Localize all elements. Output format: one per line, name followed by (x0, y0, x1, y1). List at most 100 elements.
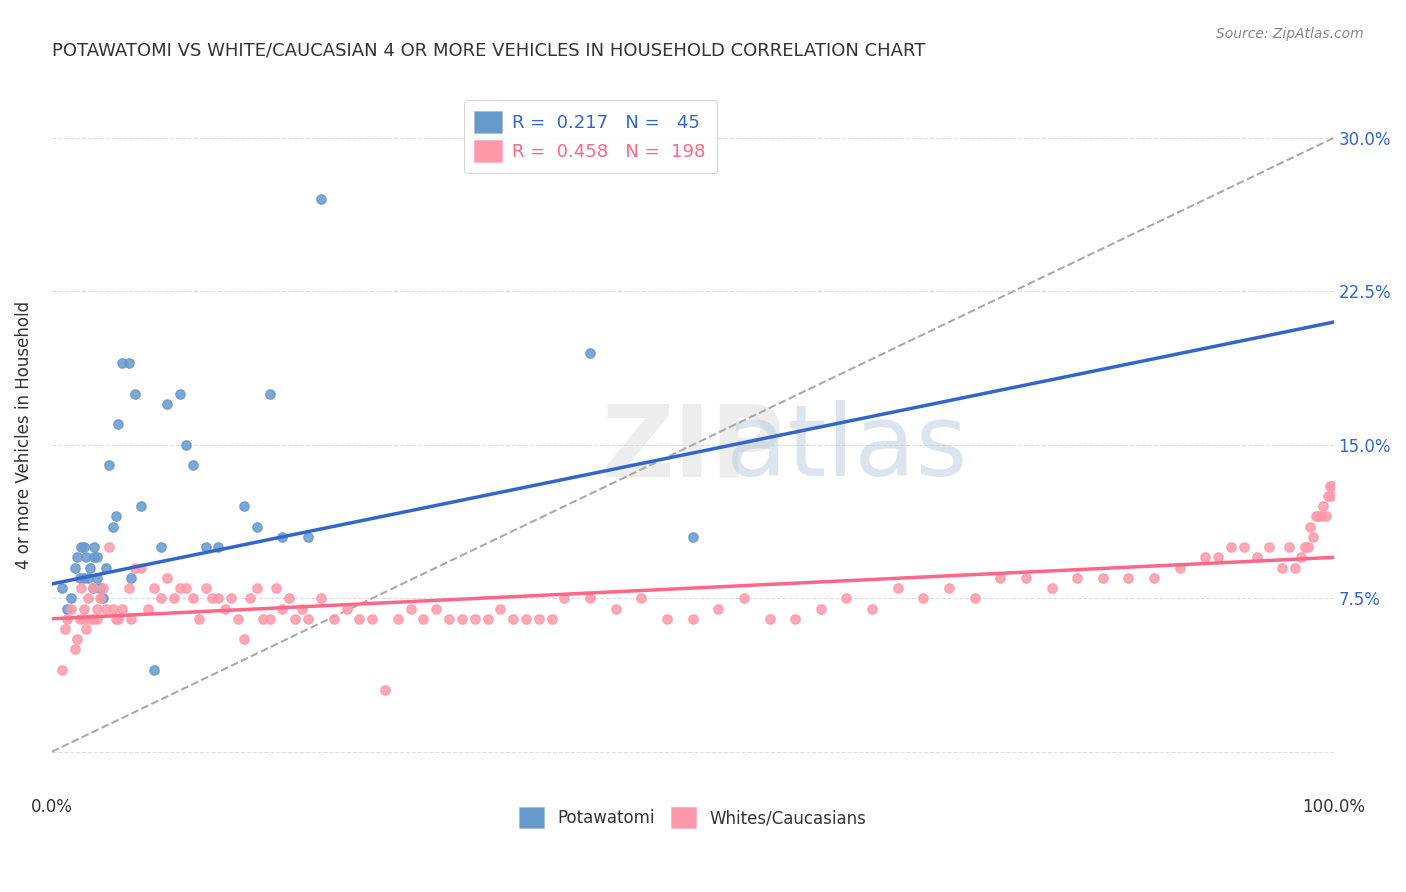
Point (682, 612, 704, 626)
Point (259, 386, 281, 401)
Point (284, 612, 307, 626)
Point (86, 571, 108, 585)
Point (181, 591, 204, 606)
Text: Source: ZipAtlas.com: Source: ZipAtlas.com (1216, 27, 1364, 41)
Point (63, 642, 86, 657)
Point (194, 540, 217, 554)
Point (277, 591, 299, 606)
Point (120, 571, 142, 585)
Point (309, 591, 332, 606)
Point (143, 663, 166, 677)
Point (73, 601, 96, 615)
Point (297, 612, 319, 626)
Point (194, 581, 217, 595)
Point (103, 601, 125, 615)
Point (489, 601, 512, 615)
Point (107, 612, 129, 626)
Point (86, 612, 108, 626)
Point (201, 591, 224, 606)
Point (233, 632, 256, 647)
Point (785, 612, 807, 626)
Point (630, 591, 652, 606)
Point (733, 591, 755, 606)
Point (1015, 571, 1038, 585)
Point (425, 601, 447, 615)
Point (94, 560, 117, 574)
Point (1220, 540, 1243, 554)
Point (399, 601, 422, 615)
Point (143, 581, 166, 595)
Point (111, 601, 134, 615)
Point (104, 509, 127, 524)
Point (98, 458, 121, 473)
Point (540, 612, 562, 626)
Point (1299, 519, 1322, 533)
Point (51, 581, 73, 595)
Point (66, 550, 89, 565)
Point (73, 571, 96, 585)
Point (412, 612, 434, 626)
Point (361, 612, 384, 626)
Point (579, 591, 602, 606)
Point (271, 601, 294, 615)
Point (1118, 571, 1140, 585)
Point (758, 612, 780, 626)
Point (860, 601, 883, 615)
Point (136, 601, 159, 615)
Point (169, 386, 191, 401)
Point (91, 581, 114, 595)
Point (156, 397, 179, 411)
Point (73, 612, 96, 626)
Point (69, 612, 91, 626)
Point (1143, 571, 1166, 585)
Point (83, 540, 105, 554)
Point (437, 612, 460, 626)
Point (1291, 550, 1313, 565)
Point (89, 581, 111, 595)
Point (1312, 500, 1334, 514)
Point (86, 601, 108, 615)
Point (502, 612, 524, 626)
Point (76, 591, 98, 606)
Point (1194, 550, 1216, 565)
Point (149, 540, 172, 554)
Point (912, 591, 935, 606)
Point (79, 560, 101, 574)
Text: atlas: atlas (725, 401, 967, 498)
Point (451, 612, 474, 626)
Point (131, 560, 153, 574)
Point (124, 386, 146, 401)
Point (233, 500, 256, 514)
Point (1317, 489, 1340, 503)
Point (124, 560, 146, 574)
Point (1040, 581, 1063, 595)
Point (1309, 509, 1331, 524)
Point (252, 612, 274, 626)
Point (886, 581, 908, 595)
Point (59, 591, 82, 606)
Point (181, 458, 204, 473)
Point (104, 612, 127, 626)
Point (291, 601, 314, 615)
Point (70, 581, 93, 595)
Point (83, 612, 105, 626)
Point (91, 591, 114, 606)
Point (82, 581, 104, 595)
Point (239, 591, 262, 606)
Point (309, 192, 332, 206)
Point (835, 591, 858, 606)
Point (63, 560, 86, 574)
Point (810, 601, 832, 615)
Point (66, 632, 89, 647)
Point (1246, 550, 1268, 565)
Point (207, 540, 229, 554)
Point (1271, 560, 1294, 574)
Point (188, 612, 211, 626)
Point (605, 601, 627, 615)
Point (464, 612, 486, 626)
Point (1296, 540, 1319, 554)
Point (83, 550, 105, 565)
Legend: Potawatomi, Whites/Caucasians: Potawatomi, Whites/Caucasians (512, 801, 873, 834)
Point (1322, 479, 1344, 493)
Point (322, 612, 344, 626)
